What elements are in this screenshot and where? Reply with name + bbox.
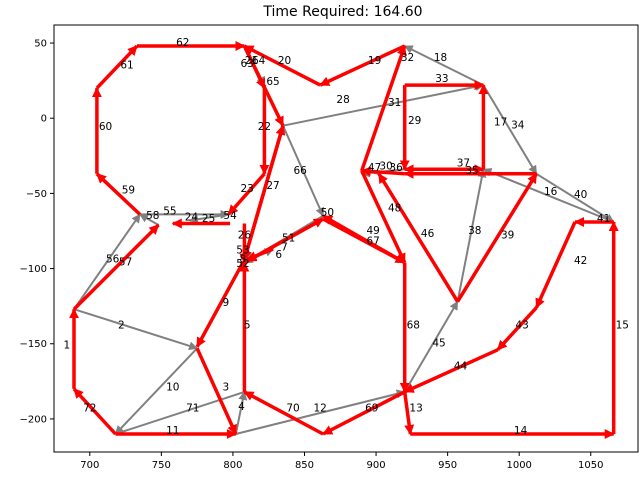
edge-4 bbox=[236, 392, 245, 434]
edge-label-4: 4 bbox=[238, 401, 245, 413]
y-tick-label: 50 bbox=[34, 39, 47, 50]
edge-label-70: 70 bbox=[286, 402, 299, 414]
edge-label-68: 68 bbox=[407, 320, 420, 332]
edge-label-54: 54 bbox=[223, 210, 237, 222]
edge-label-12: 12 bbox=[314, 402, 327, 414]
edge-70 bbox=[244, 392, 323, 434]
edge-label-9: 9 bbox=[222, 297, 229, 309]
edge-label-11: 11 bbox=[166, 425, 179, 437]
x-tick-label: 900 bbox=[367, 460, 386, 471]
edge-label-65: 65 bbox=[266, 76, 279, 88]
edge-label-71: 71 bbox=[186, 402, 199, 414]
edge-label-72: 72 bbox=[83, 402, 96, 414]
edge-44 bbox=[405, 350, 498, 392]
edge-label-23: 23 bbox=[241, 183, 254, 195]
edge-label-22: 22 bbox=[258, 121, 271, 133]
edge-label-28: 28 bbox=[336, 94, 349, 106]
edge-label-33: 33 bbox=[435, 73, 448, 85]
edge-label-56: 56 bbox=[106, 254, 120, 266]
edge-label-3: 3 bbox=[222, 381, 229, 393]
edge-label-66: 66 bbox=[294, 165, 308, 177]
edge-label-2: 2 bbox=[118, 320, 125, 332]
edge-label-57: 57 bbox=[119, 257, 132, 269]
edge-label-37: 37 bbox=[457, 157, 470, 169]
edge-label-44: 44 bbox=[454, 360, 468, 372]
edge-label-16: 16 bbox=[544, 186, 558, 198]
y-tick-label: −50 bbox=[26, 189, 47, 200]
edge-label-39: 39 bbox=[501, 230, 514, 242]
edge-label-69: 69 bbox=[365, 402, 378, 414]
edge-69 bbox=[323, 392, 405, 434]
edge-label-55: 55 bbox=[163, 205, 176, 217]
edge-label-26: 26 bbox=[238, 230, 252, 242]
plot-frame bbox=[54, 25, 638, 452]
edge-label-31: 31 bbox=[388, 97, 401, 109]
edge-label-43: 43 bbox=[515, 320, 528, 332]
edge-label-15: 15 bbox=[616, 320, 629, 332]
edge-label-25: 25 bbox=[202, 213, 215, 225]
edge-label-1: 1 bbox=[64, 339, 71, 351]
edge-label-34: 34 bbox=[511, 120, 525, 132]
edge-label-67: 67 bbox=[367, 236, 380, 248]
x-tick-label: 750 bbox=[152, 460, 171, 471]
edge-label-13: 13 bbox=[409, 402, 422, 414]
y-tick-label: 0 bbox=[41, 114, 47, 125]
edge-label-17: 17 bbox=[494, 117, 507, 129]
edge-label-62: 62 bbox=[176, 37, 189, 49]
edge-label-53: 53 bbox=[236, 245, 249, 257]
x-tick-label: 800 bbox=[223, 460, 242, 471]
edge-label-48: 48 bbox=[388, 202, 401, 214]
x-tick-label: 950 bbox=[438, 460, 457, 471]
edge-label-24: 24 bbox=[185, 212, 199, 224]
x-tick-label: 850 bbox=[295, 460, 314, 471]
edge-label-41: 41 bbox=[597, 213, 610, 225]
edge-57 bbox=[74, 225, 159, 309]
edge-34 bbox=[483, 85, 536, 174]
y-tick-label: −200 bbox=[20, 414, 47, 425]
edge-3 bbox=[197, 348, 236, 434]
edge-label-52: 52 bbox=[236, 258, 249, 270]
edge-label-27: 27 bbox=[266, 180, 279, 192]
edge-label-36: 36 bbox=[389, 162, 403, 174]
edge-label-50: 50 bbox=[321, 207, 334, 219]
chart-title: Time Required: 164.60 bbox=[262, 4, 422, 20]
edge-9 bbox=[197, 263, 243, 347]
edge-label-64: 64 bbox=[252, 55, 266, 67]
x-axis: 700 750 800 850 900 950 1000 1050 bbox=[80, 452, 603, 471]
edge-label-46: 46 bbox=[421, 228, 435, 240]
edge-label-40: 40 bbox=[574, 189, 587, 201]
y-axis: 50 0 −50 −100 −150 −200 bbox=[20, 39, 54, 426]
edge-67 bbox=[323, 219, 405, 263]
edge-label-58: 58 bbox=[146, 210, 159, 222]
edge-label-19: 19 bbox=[368, 55, 381, 67]
edge-label-20: 20 bbox=[278, 55, 291, 67]
x-tick-label: 1000 bbox=[506, 460, 531, 471]
edge-label-45: 45 bbox=[432, 338, 445, 350]
y-tick-label: −100 bbox=[20, 264, 47, 275]
edge-label-61: 61 bbox=[120, 60, 133, 72]
edge-label-29: 29 bbox=[408, 115, 421, 127]
edge-label-5: 5 bbox=[244, 320, 251, 332]
edge-label-10: 10 bbox=[166, 381, 179, 393]
edge-label-14: 14 bbox=[514, 425, 528, 437]
x-tick-label: 700 bbox=[80, 460, 99, 471]
edge-label-51: 51 bbox=[282, 233, 295, 245]
edge-2 bbox=[74, 309, 197, 348]
edge-label-32: 32 bbox=[401, 52, 414, 64]
edge-label-38: 38 bbox=[468, 225, 481, 237]
edge-label-59: 59 bbox=[122, 184, 135, 196]
edge-label-18: 18 bbox=[434, 52, 447, 64]
x-tick-label: 1050 bbox=[578, 460, 603, 471]
y-tick-label: −150 bbox=[20, 339, 47, 350]
edge-label-42: 42 bbox=[574, 255, 587, 267]
edge-42 bbox=[536, 222, 575, 308]
edge-label-60: 60 bbox=[99, 121, 112, 133]
edge-46 bbox=[379, 174, 458, 302]
edge-label-47: 47 bbox=[368, 162, 381, 174]
